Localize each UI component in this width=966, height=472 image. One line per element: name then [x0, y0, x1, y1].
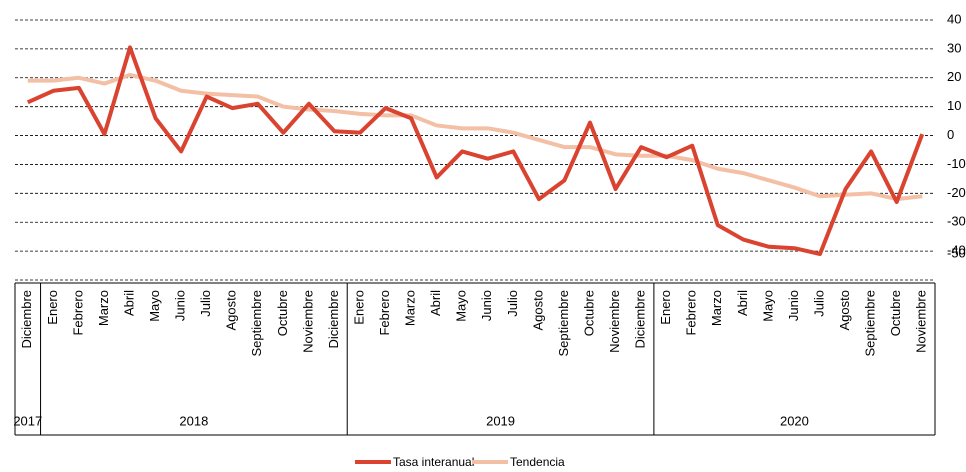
year-label: 2018 — [179, 413, 208, 428]
y-tick-label: -40 — [947, 243, 966, 258]
x-tick-label: Mayo — [454, 290, 469, 322]
x-tick-label: Febrero — [70, 290, 85, 336]
x-tick-label: Abril — [735, 290, 750, 316]
x-tick-label: Noviembre — [914, 290, 929, 353]
x-tick-label: Agosto — [530, 290, 545, 330]
x-tick-label: Marzo — [709, 290, 724, 326]
x-tick-label: Julio — [505, 290, 520, 317]
y-tick-label: 30 — [947, 40, 961, 55]
y-tick-label: 10 — [947, 98, 961, 113]
x-tick-label: Enero — [45, 290, 60, 325]
x-tick-label: Julio — [198, 290, 213, 317]
x-tick-label: Julio — [811, 290, 826, 317]
y-tick-label: -10 — [947, 156, 966, 171]
x-tick-label: Marzo — [96, 290, 111, 326]
x-tick-label: Enero — [351, 290, 366, 325]
y-tick-label: -20 — [947, 185, 966, 200]
y-tick-label: -50 — [947, 245, 966, 260]
year-label: 2017 — [13, 413, 42, 428]
x-tick-label: Marzo — [403, 290, 418, 326]
x-tick-label: Octubre — [581, 290, 596, 336]
x-tick-label: Octubre — [275, 290, 290, 336]
year-label: 2020 — [780, 413, 809, 428]
x-tick-label: Mayo — [760, 290, 775, 322]
x-tick-label: Febrero — [377, 290, 392, 336]
x-tick-label: Junio — [479, 290, 494, 321]
x-tick-label: Abril — [121, 290, 136, 316]
x-tick-label: Abril — [428, 290, 443, 316]
x-tick-label: Mayo — [147, 290, 162, 322]
x-tick-label: Junio — [173, 290, 188, 321]
year-label: 2019 — [486, 413, 515, 428]
x-tick-label: Agosto — [224, 290, 239, 330]
x-tick-label: Octubre — [888, 290, 903, 336]
x-tick-label: Diciembre — [633, 290, 648, 349]
x-tick-label: Junio — [786, 290, 801, 321]
series-line — [26, 45, 925, 256]
legend-label: Tasa interanual — [393, 455, 474, 469]
x-tick-label: Diciembre — [326, 290, 341, 349]
x-tick-label: Septiembre — [249, 290, 264, 356]
y-tick-label: 40 — [947, 11, 961, 26]
x-tick-label: Enero — [658, 290, 673, 325]
x-tick-label: Septiembre — [863, 290, 878, 356]
legend-label: Tendencia — [510, 455, 565, 469]
y-tick-label: 0 — [947, 127, 954, 142]
x-tick-label: Septiembre — [556, 290, 571, 356]
y-tick-label: 20 — [947, 69, 961, 84]
series-line — [27, 72, 923, 202]
x-tick-label: Agosto — [837, 290, 852, 330]
x-tick-label: Noviembre — [300, 290, 315, 353]
x-tick-label: Noviembre — [607, 290, 622, 353]
y-tick-label: -30 — [947, 214, 966, 229]
x-tick-label: Diciembre — [19, 290, 34, 349]
x-tick-label: Febrero — [684, 290, 699, 336]
